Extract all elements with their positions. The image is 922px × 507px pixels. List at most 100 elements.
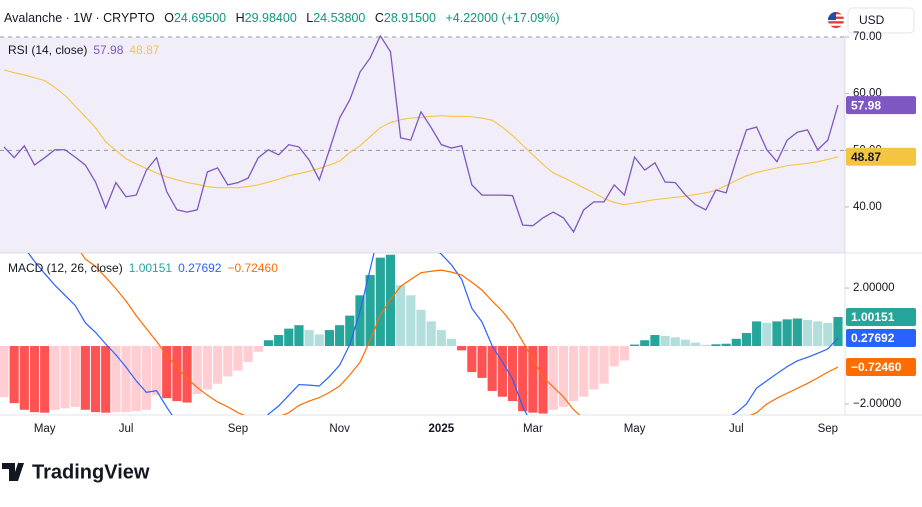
histogram-bar <box>345 315 355 347</box>
histogram-bar <box>731 338 741 347</box>
y-tick-label: 2.00000 <box>853 282 895 294</box>
change: +4.22000 (+17.09%) <box>446 11 560 25</box>
histogram-bar <box>752 321 762 347</box>
histogram-bar <box>90 346 101 413</box>
histogram-bar <box>701 344 711 347</box>
histogram-bar <box>813 321 823 347</box>
histogram-bar <box>670 337 680 347</box>
x-tick-label: Jul <box>729 423 744 435</box>
histogram-bar <box>29 346 40 413</box>
histogram-bar <box>396 285 406 347</box>
legend: RSI (14, close) 57.98 48.87 <box>8 43 160 57</box>
ohlc-label: L <box>306 11 313 25</box>
histogram-bar <box>50 346 60 410</box>
histogram-bar <box>487 346 497 391</box>
last-value-badge: 48.87 <box>851 150 881 164</box>
legend-value: 48.87 <box>129 43 159 57</box>
legend-title: RSI (14, close) <box>8 43 87 57</box>
histogram-bar <box>497 346 507 397</box>
histogram-bar <box>365 275 375 347</box>
histogram-bar <box>274 335 284 347</box>
legend-value: 0.27692 <box>178 261 222 275</box>
currency[interactable]: USD <box>859 13 885 27</box>
histogram-bar <box>202 346 212 390</box>
last-value-badge-bg <box>846 329 916 348</box>
histogram-bar <box>111 346 121 413</box>
last-value-badge: 1.00151 <box>851 310 895 324</box>
histogram-bar <box>182 346 192 403</box>
x-tick-label: May <box>34 423 56 435</box>
histogram-bar <box>19 346 29 410</box>
flag-icon <box>828 12 844 28</box>
legend-value: −0.72460 <box>227 261 278 275</box>
histogram-bar <box>131 346 141 412</box>
histogram-bar <box>548 346 558 410</box>
histogram-bar <box>416 309 426 347</box>
histogram-bar <box>324 330 335 347</box>
last-value-badge-bg <box>846 308 916 327</box>
x-tick-label: Mar <box>523 423 543 435</box>
histogram-bar <box>436 330 446 347</box>
legend-value: 57.98 <box>93 43 123 57</box>
histogram-bar <box>223 346 233 377</box>
histogram-bar <box>640 340 650 347</box>
histogram-bar <box>141 346 151 410</box>
histogram-bar <box>406 295 416 347</box>
histogram-bar <box>609 346 619 367</box>
histogram-bar <box>335 325 345 347</box>
ohlc-label: C <box>375 11 384 25</box>
ohlc-value: 24.53800 <box>313 11 365 25</box>
histogram-bar <box>721 343 731 347</box>
histogram-bar <box>151 346 162 396</box>
histogram-bar <box>518 346 528 412</box>
x-tick-label: Sep <box>228 423 248 435</box>
legend-title: MACD (12, 26, close) <box>8 261 123 275</box>
x-tick-label: Nov <box>329 423 350 435</box>
histogram-bar <box>172 346 182 402</box>
histogram-bar <box>507 346 518 402</box>
histogram-bar <box>70 346 80 407</box>
histogram-bar <box>579 346 589 397</box>
histogram-bar <box>284 328 294 347</box>
histogram-bar <box>711 344 721 347</box>
ohlc-value: 29.98400 <box>245 11 297 25</box>
histogram-bar <box>589 346 599 390</box>
histogram-bar <box>446 338 457 347</box>
histogram-bar <box>528 346 538 413</box>
histogram-bar <box>213 346 223 384</box>
histogram-bar <box>741 332 752 347</box>
histogram-bar <box>457 346 467 351</box>
currency-button[interactable] <box>847 7 915 34</box>
last-value-badge: −0.72460 <box>851 360 902 374</box>
histogram-bar <box>660 335 670 347</box>
symbol: Avalanche · 1W · CRYPTO <box>4 11 155 25</box>
y-tick-label: 70.00 <box>853 31 882 43</box>
histogram-bar <box>538 346 548 414</box>
last-value-badge-bg <box>846 147 916 166</box>
histogram-bar <box>802 319 813 347</box>
header: Avalanche · 1W · CRYPTO O24.69500 H29.98… <box>4 11 559 25</box>
histogram-bar <box>101 346 111 413</box>
histogram-bar <box>233 346 243 371</box>
histogram-bar <box>192 346 202 394</box>
histogram-bar <box>772 321 782 347</box>
histogram-bar <box>558 346 568 407</box>
histogram-bar <box>294 325 304 347</box>
x-tick-label: Sep <box>818 423 838 435</box>
ohlc-label: O <box>164 11 174 25</box>
histogram-bar <box>782 319 792 347</box>
histogram-bar <box>833 317 843 347</box>
y-tick-label: −2.00000 <box>853 398 901 410</box>
logo: TradingView <box>2 461 150 483</box>
histogram-bar <box>355 295 365 347</box>
last-value-badge-bg <box>846 358 916 377</box>
histogram-bar <box>568 346 579 402</box>
histogram-bar <box>121 346 131 413</box>
indicator-line <box>3 69 839 206</box>
indicator-line <box>80 253 839 415</box>
histogram-bar <box>263 340 274 347</box>
histogram-bar <box>691 342 701 347</box>
histogram-bar <box>243 346 253 362</box>
histogram-bar <box>253 346 263 352</box>
